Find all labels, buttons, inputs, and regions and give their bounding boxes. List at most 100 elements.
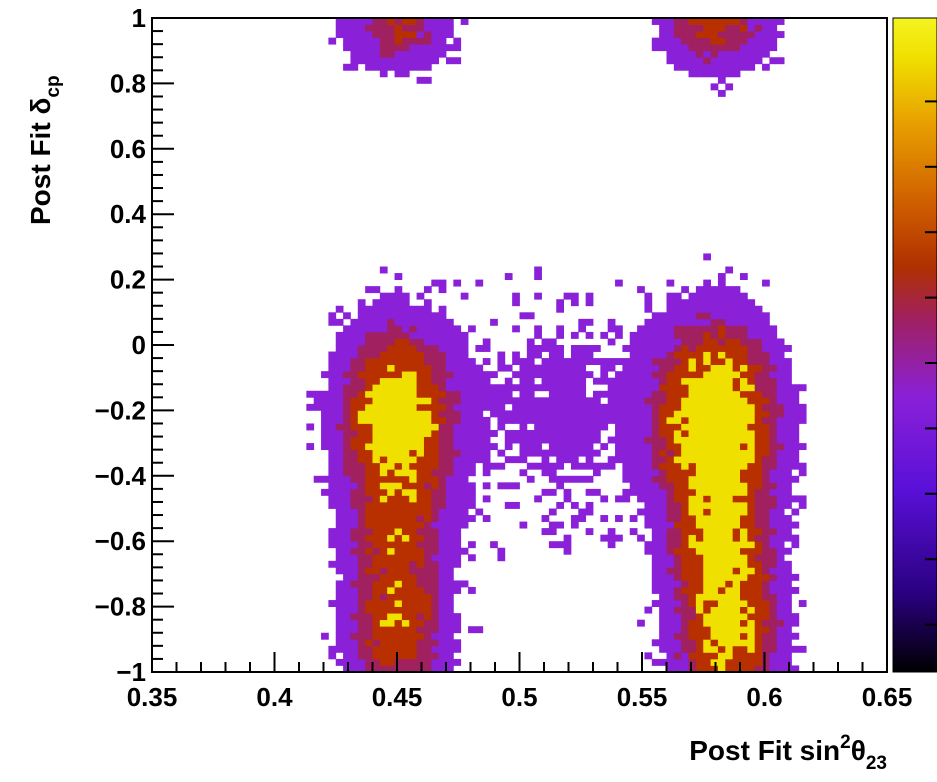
- heatmap-cell: [651, 430, 660, 437]
- heatmap-cell: [563, 475, 572, 483]
- heatmap-cell: [423, 436, 432, 444]
- heatmap-cell: [688, 521, 697, 529]
- heatmap-cell: [695, 397, 704, 405]
- heatmap-cell: [379, 521, 388, 529]
- heatmap-cell: [666, 560, 675, 568]
- heatmap-cell: [350, 410, 359, 418]
- heatmap-cell: [541, 338, 550, 346]
- heatmap-cell: [431, 626, 440, 634]
- heatmap-cell: [387, 345, 395, 352]
- heatmap-cell: [446, 515, 454, 522]
- heatmap-cell: [717, 443, 726, 451]
- heatmap-cell: [431, 580, 440, 588]
- heatmap-cell: [673, 528, 682, 536]
- heatmap-cell: [600, 377, 609, 385]
- heatmap-cell: [468, 390, 476, 398]
- heatmap-cell: [732, 508, 741, 516]
- heatmap-cell: [453, 528, 462, 536]
- heatmap-cell: [681, 560, 689, 568]
- heatmap-cell: [762, 469, 770, 477]
- heatmap-cell: [394, 560, 403, 568]
- heatmap-cell: [423, 560, 432, 568]
- heatmap-cell: [740, 443, 748, 451]
- heatmap-cell: [343, 593, 351, 601]
- heatmap-cell: [666, 57, 675, 65]
- heatmap-cell: [673, 554, 682, 562]
- heatmap-cell: [762, 358, 770, 366]
- heatmap-cell: [394, 63, 403, 71]
- heatmap-cell: [365, 31, 373, 39]
- heatmap-cell: [666, 639, 675, 647]
- heatmap-cell: [343, 338, 351, 346]
- heatmap-cell: [343, 567, 351, 575]
- heatmap-cell: [379, 639, 388, 647]
- heatmap-cell: [762, 632, 770, 640]
- heatmap-cell: [695, 37, 704, 45]
- heatmap-cell: [673, 515, 682, 522]
- heatmap-cell: [335, 18, 344, 25]
- heatmap-cell: [306, 403, 315, 411]
- heatmap-cell: [659, 44, 667, 52]
- heatmap-cell: [431, 488, 440, 496]
- heatmap-cell: [600, 331, 609, 339]
- heatmap-cell: [754, 469, 763, 477]
- heatmap-cell: [446, 358, 454, 366]
- heatmap-cell: [769, 606, 778, 614]
- heatmap-cell: [438, 665, 447, 673]
- heatmap-cell: [666, 501, 675, 509]
- heatmap-cell: [379, 416, 388, 424]
- heatmap-cell: [593, 416, 601, 424]
- heatmap-cell: [372, 475, 381, 483]
- heatmap-cell: [717, 593, 726, 601]
- heatmap-cell: [343, 541, 351, 549]
- heatmap-cell: [659, 377, 667, 385]
- heatmap-cell: [431, 318, 440, 326]
- heatmap-cell: [372, 397, 381, 405]
- heatmap-cell: [725, 534, 734, 542]
- heatmap-cell: [695, 613, 704, 621]
- heatmap-cell: [460, 469, 469, 477]
- heatmap-cell: [460, 456, 469, 464]
- heatmap-cell: [754, 50, 763, 58]
- heatmap-cell: [585, 318, 594, 326]
- heatmap-cell: [717, 475, 726, 483]
- heatmap-cell: [747, 364, 756, 372]
- heatmap-cell: [350, 528, 359, 536]
- heatmap-cell: [519, 456, 528, 464]
- heatmap-cell: [372, 619, 381, 627]
- heatmap-cell: [769, 345, 778, 352]
- heatmap-cell: [328, 403, 337, 411]
- heatmap-cell: [504, 436, 513, 444]
- heatmap-cell: [401, 475, 410, 483]
- heatmap-cell: [343, 436, 351, 444]
- heatmap-cell: [387, 613, 395, 621]
- heatmap-cell: [681, 658, 689, 666]
- heatmap-cell: [409, 626, 417, 634]
- heatmap-cell: [666, 44, 675, 52]
- heatmap-cell: [570, 410, 579, 418]
- heatmap-cell: [725, 57, 734, 65]
- heatmap-cell: [431, 57, 440, 65]
- heatmap-cell: [548, 377, 557, 385]
- heatmap-cell: [666, 31, 675, 39]
- heatmap-cell: [725, 410, 734, 418]
- heatmap-cell: [328, 390, 337, 398]
- heatmap-cell: [526, 449, 535, 457]
- x-tick-label: 0.65: [862, 682, 913, 712]
- heatmap-cell: [681, 331, 689, 339]
- heatmap-cell: [644, 541, 653, 549]
- heatmap-cell: [460, 462, 469, 470]
- heatmap-cell: [695, 18, 704, 25]
- heatmap-cell: [379, 541, 388, 549]
- heatmap-cell: [431, 606, 440, 614]
- heatmap-cell: [740, 521, 748, 529]
- heatmap-cell: [387, 567, 395, 575]
- heatmap-cell: [387, 462, 395, 470]
- heatmap-cell: [526, 397, 535, 405]
- heatmap-cell: [438, 619, 447, 627]
- heatmap-cell: [681, 600, 689, 607]
- heatmap-cell: [673, 292, 682, 300]
- heatmap-cell: [754, 384, 763, 392]
- heatmap-cell: [659, 18, 667, 25]
- heatmap-cell: [637, 469, 645, 477]
